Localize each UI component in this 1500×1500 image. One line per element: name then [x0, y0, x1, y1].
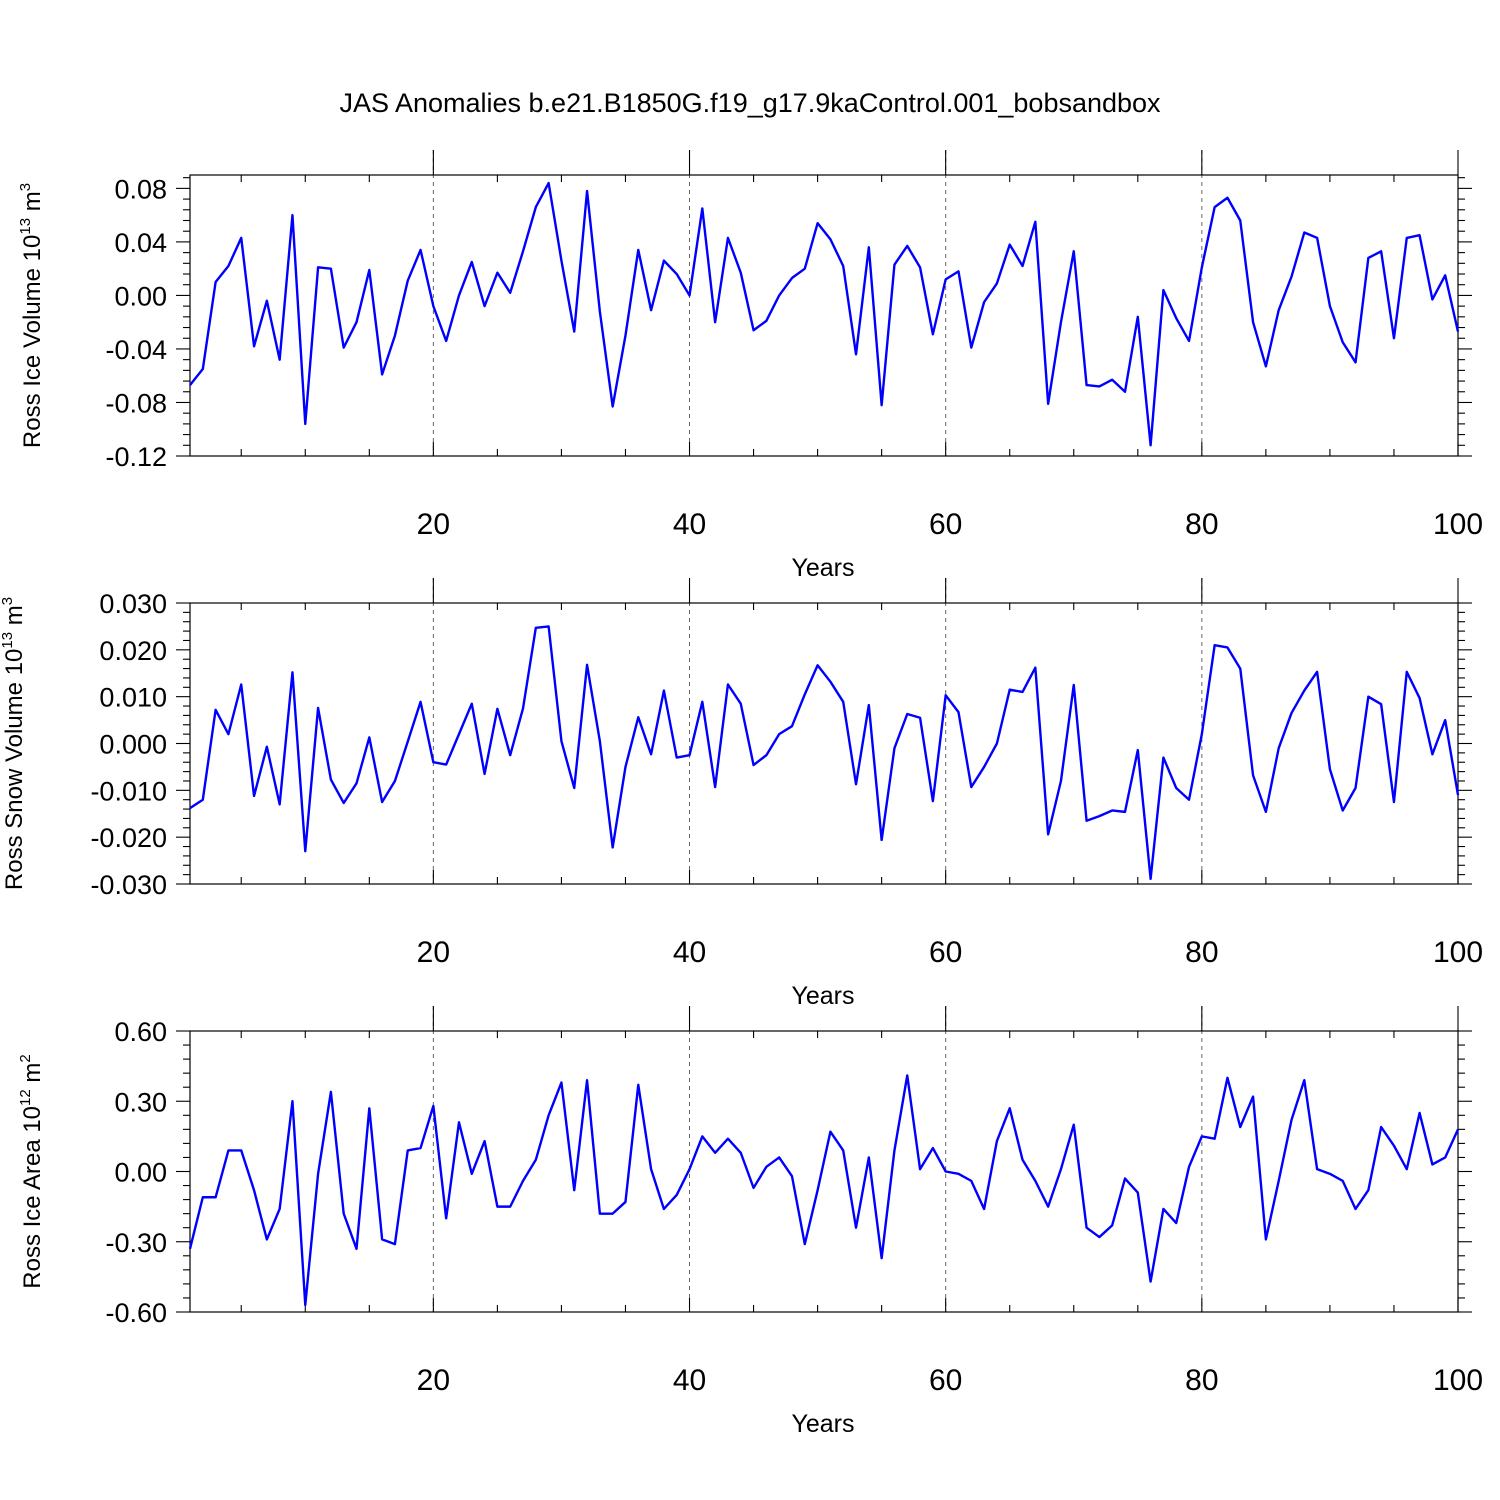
y-tick-label: 0.04: [114, 228, 167, 258]
y-tick-label: 0.08: [114, 174, 167, 204]
x-tick-label: 40: [673, 936, 706, 969]
plot-frame: [189, 174, 1459, 457]
x-axis-label: Years: [791, 554, 854, 582]
x-tick-label: 60: [929, 508, 962, 541]
y-axis-label-main: Ross Ice Volume 10: [19, 235, 46, 448]
x-axis-label: Years: [791, 1410, 854, 1438]
series-line-ice-area: [188, 1074, 1460, 1307]
y-tick-label: -0.08: [105, 388, 167, 418]
y-tick-label: 0.60: [114, 1017, 167, 1047]
x-tick-label: 80: [1185, 936, 1218, 969]
y-axis-label-unit: m: [19, 191, 46, 218]
x-tick-label: 60: [929, 936, 962, 969]
series-line-ice-volume: [189, 181, 1460, 447]
x-tick-label: 20: [417, 508, 450, 541]
y-tick-label: 0.020: [99, 636, 167, 666]
x-tick-label: 80: [1185, 508, 1218, 541]
y-axis-label-unit-exponent: 3: [0, 597, 16, 605]
x-tick-label: 100: [1433, 1364, 1483, 1397]
y-axis-label-unit: m: [19, 1063, 46, 1090]
x-tick-label: 60: [929, 1364, 962, 1397]
y-tick-label: 0.00: [114, 1158, 167, 1188]
y-axis-label: Ross Ice Area 1012 m2: [17, 1054, 46, 1288]
panel-ice-volume: 20 40 60 80 100 -0.12 -0.08 -0.04 0.00 0.04 0.08 Ye…: [17, 150, 1483, 582]
y-tick-label: 0.030: [99, 589, 167, 619]
y-axis-label-exponent: 12: [17, 1089, 34, 1106]
y-tick-label: -0.12: [105, 442, 167, 472]
y-tick-label: 0.00: [114, 281, 167, 311]
y-tick-label: -0.60: [105, 1298, 167, 1328]
y-tick-label: 0.30: [114, 1087, 167, 1117]
y-axis-label-main: Ross Ice Area 10: [19, 1106, 46, 1289]
y-axis-label: Ross Ice Volume 1013 m3: [17, 183, 46, 448]
series-line-snow-volume: [189, 625, 1460, 881]
panel-ice-area: 20 40 60 80 100 -0.60 -0.30 0.00 0.30 0.60 Years Ro…: [17, 1006, 1483, 1438]
x-tick-label: 80: [1185, 1364, 1218, 1397]
x-tick-label: 40: [673, 508, 706, 541]
y-tick-label: 0.000: [99, 730, 167, 760]
y-axis-label-unit: m: [1, 605, 28, 632]
figure-title: JAS Anomalies b.e21.B1850G.f19_g17.9kaCo…: [339, 88, 1161, 118]
x-tick-label: 20: [417, 936, 450, 969]
y-tick-label: -0.020: [90, 823, 167, 853]
panel-snow-volume: 20 40 60 80 100 -0.030 -0.020 -0.010 0.000 0.010 0…: [0, 578, 1483, 1010]
x-axis-label: Years: [791, 982, 854, 1010]
y-tick-label: 0.010: [99, 683, 167, 713]
y-axis-label-exponent: 13: [17, 218, 34, 235]
y-axis-label-exponent: 13: [0, 632, 16, 649]
y-tick-label: -0.04: [105, 335, 167, 365]
panels: 20 40 60 80 100 -0.12 -0.08 -0.04 0.00 0.04 0.08 Ye…: [0, 150, 1483, 1438]
x-tick-label: 100: [1433, 508, 1483, 541]
y-tick-label: -0.030: [90, 870, 167, 900]
y-axis-label-unit-exponent: 3: [17, 183, 34, 191]
x-tick-label: 40: [673, 1364, 706, 1397]
y-axis-label-unit-exponent: 2: [17, 1054, 34, 1062]
x-tick-label: 20: [417, 1364, 450, 1397]
y-axis-label-main: Ross Snow Volume 10: [1, 649, 28, 890]
y-tick-label: -0.30: [105, 1228, 167, 1258]
y-tick-label: -0.010: [90, 776, 167, 806]
x-tick-label: 100: [1433, 936, 1483, 969]
y-axis-label: Ross Snow Volume 1013 m3: [0, 597, 28, 890]
